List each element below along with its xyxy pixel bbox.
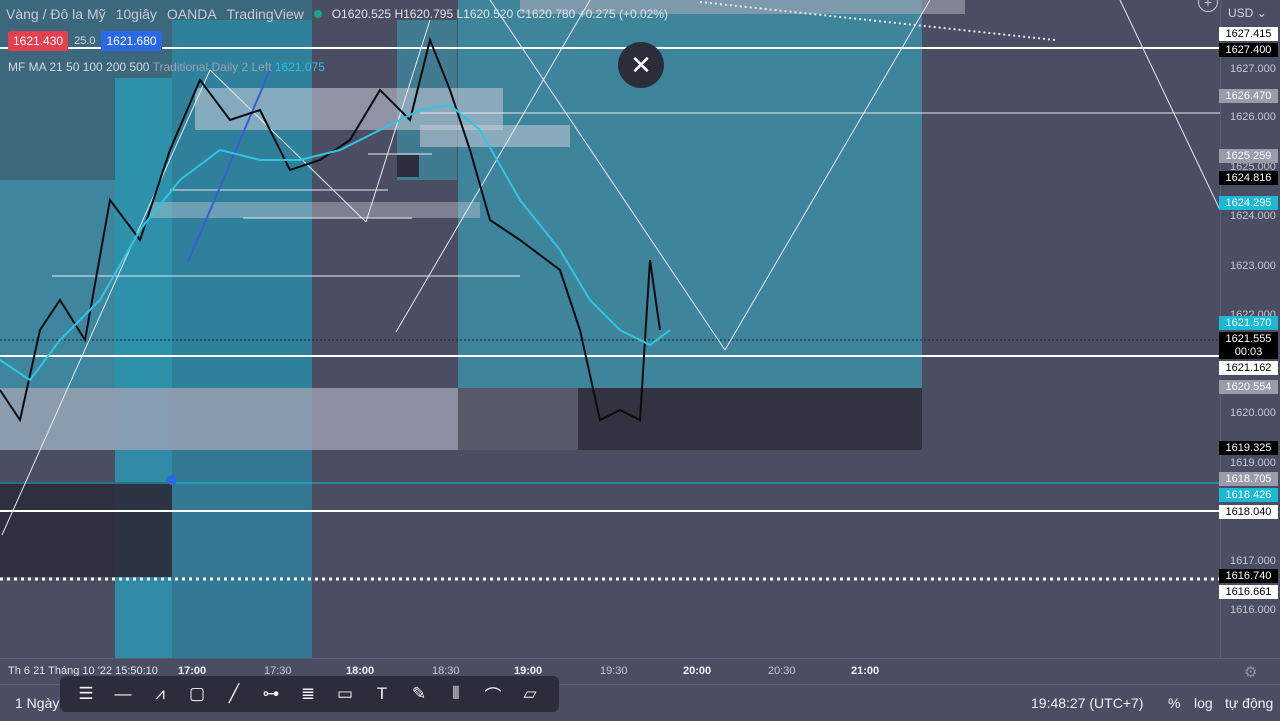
price-label: 1627.415 <box>1219 27 1278 41</box>
date-range-button[interactable]: 1 Ngày <box>15 695 60 711</box>
price-tick: 1617.000 <box>1230 555 1276 567</box>
price-tick: 1619.000 <box>1230 457 1276 469</box>
price-label: 1618.426 <box>1219 488 1278 502</box>
text-icon[interactable]: T <box>376 684 388 703</box>
chart-area[interactable]: + <box>0 0 1220 658</box>
price-label: 1616.740 <box>1219 569 1278 583</box>
price-tick: 1625.000 <box>1230 161 1276 173</box>
price-label: 1619.325 <box>1219 441 1278 455</box>
dotted-trend-line[interactable] <box>699 1 1056 41</box>
zone-light-rect-c <box>150 202 480 218</box>
price-label: 1618.705 <box>1219 472 1278 486</box>
price-label: 1624.816 <box>1219 171 1278 185</box>
zigzag-line[interactable] <box>1119 0 1220 211</box>
ask-price[interactable]: 1621.680 <box>101 31 162 51</box>
zone-dark-lower <box>0 482 172 577</box>
indicator-name: MF MA 21 50 100 200 500 <box>8 60 150 74</box>
platform-label: TradingView <box>226 6 304 22</box>
price-tick: 1616.000 <box>1230 604 1276 616</box>
price-label: 1616.661 <box>1219 585 1278 599</box>
interval-label[interactable]: 10giây <box>115 6 157 22</box>
time-axis[interactable]: Th 6 21 Tháng 10 '22 15:50:10 17:00 17:30… <box>0 658 1280 685</box>
ma-line-blue[interactable] <box>187 69 271 263</box>
path-icon[interactable]: ⩘ <box>155 684 165 703</box>
callout-icon[interactable]: ▭ <box>336 684 354 703</box>
note-icon[interactable]: ▱ <box>523 684 537 703</box>
price-label: 1621.570 <box>1219 316 1278 330</box>
settings-gear-icon[interactable]: ⚙ <box>1244 664 1258 681</box>
time-label: 20:00 <box>683 665 712 677</box>
trend-line[interactable] <box>395 0 591 333</box>
price-label: 1620.554 <box>1219 380 1278 394</box>
price-label: 1621.555 <box>1219 332 1278 346</box>
drawings-layer <box>0 0 1220 581</box>
zone-top-rect <box>520 0 965 14</box>
time-label: 18:00 <box>346 665 375 677</box>
close-icon[interactable]: ✕ <box>618 42 664 88</box>
time-label: 17:00 <box>178 665 207 677</box>
price-tick: 1626.000 <box>1230 111 1276 123</box>
auto-scale-toggle[interactable]: tự động <box>1225 695 1274 711</box>
trend-line[interactable] <box>1 69 211 536</box>
indicator-legend[interactable]: MF MA 21 50 100 200 500 Traditional Dail… <box>8 60 325 74</box>
price-series <box>0 36 661 423</box>
time-label: 19:00 <box>514 665 543 677</box>
zone-gray-band <box>0 388 458 450</box>
clock-display[interactable]: 19:48:27 (UTC+7) <box>1031 695 1144 711</box>
trend-line[interactable] <box>209 69 367 223</box>
time-label: 21:00 <box>851 665 880 677</box>
spread-value: 25.0 <box>74 35 96 47</box>
time-label: 18:30 <box>432 665 460 677</box>
price-label: 1626.470 <box>1219 89 1278 103</box>
drawing-toolbar: ☰ — ⩘ ▢ ╱ ⊶ ≣ ▭ T ✎ ⫴ ⌒ ▱ <box>60 676 559 712</box>
zone-teal-right <box>458 0 922 388</box>
zone-gray-small <box>458 388 578 450</box>
broker-label: OANDA <box>166 6 217 22</box>
long-position-icon[interactable]: ⫴ <box>452 684 460 703</box>
log-toggle[interactable]: log <box>1194 695 1213 711</box>
horizontal-line-icon[interactable]: — <box>114 684 132 703</box>
brush-icon[interactable]: ✎ <box>411 684 427 703</box>
price-tick: 1624.000 <box>1230 210 1276 222</box>
price-label: 1625.259 <box>1219 149 1278 163</box>
zigzag-line[interactable] <box>489 0 726 351</box>
trend-line-icon[interactable]: ╱ <box>228 684 240 703</box>
price-label: 1624.295 <box>1219 196 1278 210</box>
time-label: 19:30 <box>600 665 628 677</box>
horizontal-ray-icon[interactable]: ☰ <box>78 684 94 703</box>
market-status-icon <box>313 10 322 18</box>
time-label: 17:30 <box>264 665 292 677</box>
ohlc-values: O1620.525 H1620.795 L1620.520 C1620.780 … <box>331 7 668 21</box>
price-tick: 1627.000 <box>1230 63 1276 75</box>
zigzag-line[interactable] <box>724 0 931 351</box>
price-label: 00:03 <box>1219 345 1278 359</box>
drag-handle[interactable] <box>167 475 177 485</box>
chart-header: Vàng / Đô la Mỹ 10giây OANDA TradingView… <box>6 6 668 22</box>
zone-dark-square <box>397 155 419 177</box>
time-label: 20:30 <box>768 665 796 677</box>
bid-price[interactable]: 1621.430 <box>8 31 69 51</box>
price-tick: 1620.000 <box>1230 407 1276 419</box>
quote-tags: 1621.430 25.0 1621.680 <box>8 31 162 51</box>
zone-light-rect-b <box>420 125 570 147</box>
fib-retracement-icon[interactable]: ≣ <box>300 684 316 703</box>
currency-label: USD <box>1228 6 1254 20</box>
indicator-value: 1621.075 <box>274 60 325 74</box>
moving-average-line <box>0 103 671 382</box>
percent-toggle[interactable]: % <box>1168 695 1181 711</box>
curve-icon[interactable]: ⌒ <box>484 686 502 706</box>
chevron-down-icon: ⌄ <box>1256 6 1267 20</box>
currency-selector[interactable]: USD ⌄ <box>1228 6 1267 20</box>
rectangle-icon[interactable]: ▢ <box>188 684 206 703</box>
price-label: 1627.400 <box>1219 43 1278 57</box>
price-label: 1621.162 <box>1219 361 1278 375</box>
symbol-name[interactable]: Vàng / Đô la Mỹ <box>6 6 106 22</box>
indicator-params: Traditional Daily 2 Left <box>152 60 272 74</box>
price-tick: 1623.000 <box>1230 260 1276 272</box>
time-axis-date: Th 6 21 Tháng 10 '22 15:50:10 <box>8 665 158 677</box>
horizontal-segment-icon[interactable]: ⊶ <box>262 684 280 703</box>
price-label: 1618.040 <box>1219 505 1278 519</box>
